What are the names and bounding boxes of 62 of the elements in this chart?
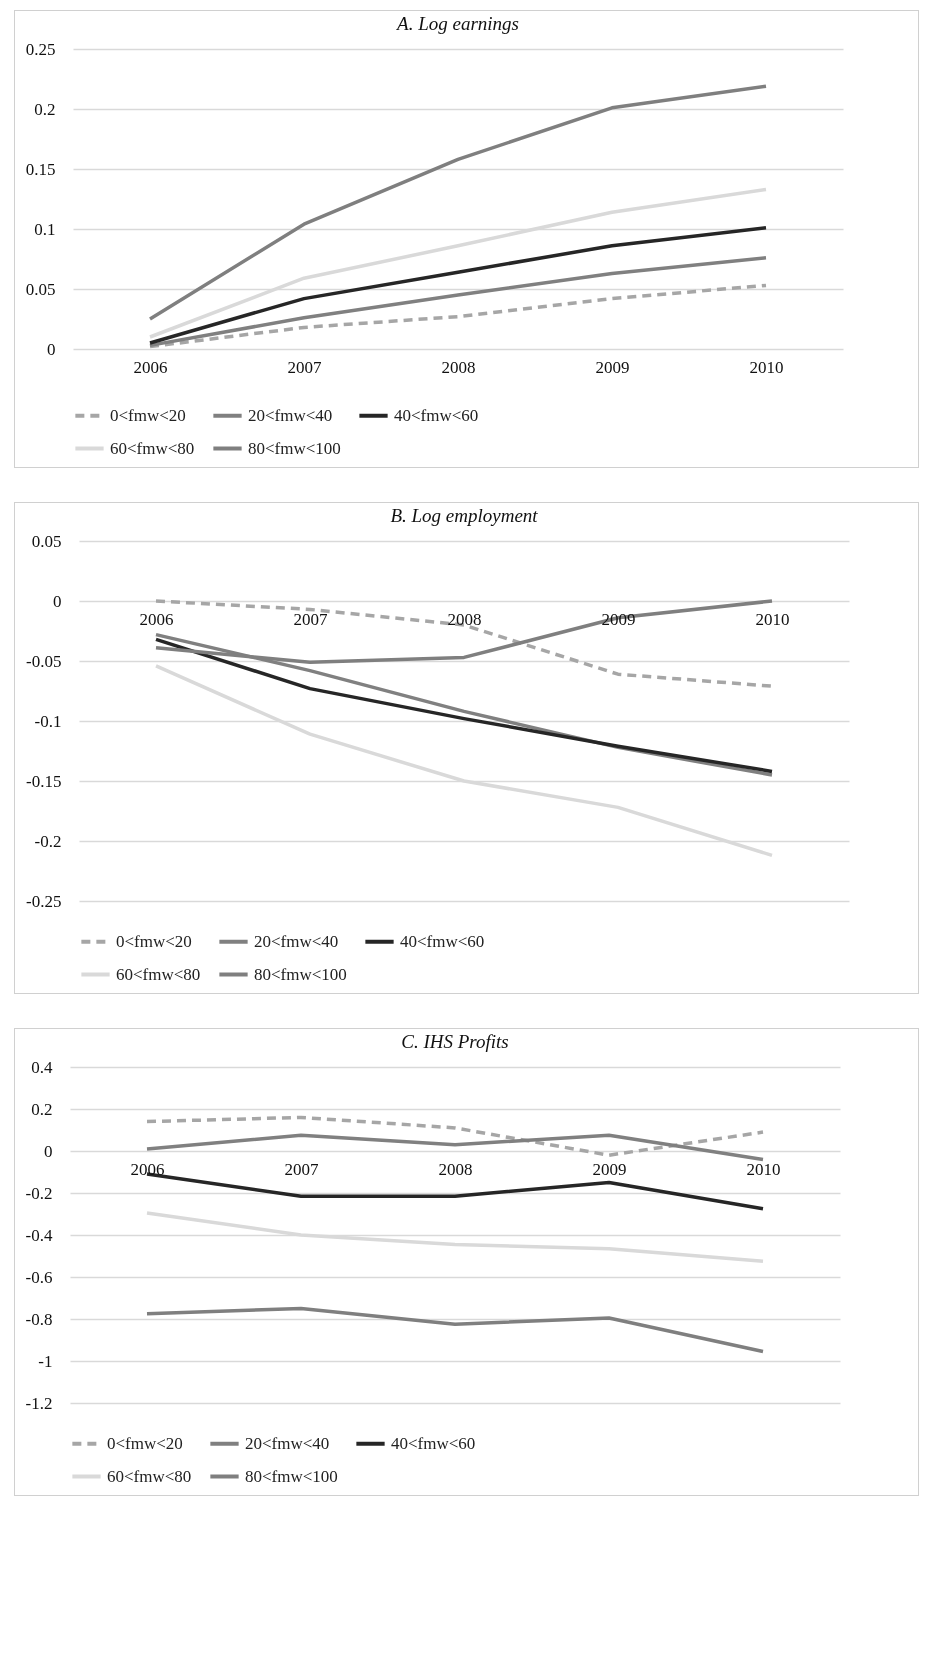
x-tick-label: 2009 — [601, 609, 636, 629]
x-tick-label: 2008 — [447, 609, 482, 629]
y-tick-label: 0.25 — [25, 39, 56, 59]
legend-label: 80<fmw<100 — [248, 438, 341, 458]
legend-label: 40<fmw<60 — [394, 405, 479, 425]
x-tick-label: 2010 — [749, 357, 784, 377]
legend-label: 0<fmw<20 — [107, 1433, 183, 1453]
legend-label: 80<fmw<100 — [245, 1466, 338, 1486]
y-tick-label: 0 — [44, 1141, 53, 1161]
chart-title: C. IHS Profits — [401, 1031, 509, 1052]
y-tick-label: -0.25 — [26, 891, 62, 911]
y-tick-label: -0.8 — [25, 1309, 53, 1329]
y-tick-label: -1 — [38, 1351, 53, 1371]
x-tick-label: 2006 — [139, 609, 174, 629]
line-series — [145, 1133, 765, 1162]
y-tick-label: -1.2 — [25, 1393, 53, 1413]
y-tick-label: -0.2 — [25, 1183, 53, 1203]
legend-label: 20<fmw<40 — [245, 1433, 330, 1453]
y-tick-label: 0.2 — [31, 1099, 53, 1119]
line-series — [148, 256, 768, 348]
y-tick-label: 0.15 — [25, 159, 56, 179]
chart-title: B. Log employment — [390, 505, 539, 526]
x-tick-label: 2008 — [438, 1159, 473, 1179]
y-tick-label: 0 — [47, 339, 56, 359]
legend-label: 0<fmw<20 — [116, 931, 192, 951]
y-tick-label: -0.1 — [34, 711, 62, 731]
x-tick-label: 2010 — [755, 609, 790, 629]
x-tick-label: 2007 — [284, 1159, 319, 1179]
legend-label: 0<fmw<20 — [110, 405, 186, 425]
y-tick-label: 0.4 — [31, 1057, 53, 1077]
x-tick-label: 2009 — [592, 1159, 627, 1179]
legend-label: 60<fmw<80 — [110, 438, 195, 458]
line-series — [145, 1306, 765, 1354]
line-series — [148, 226, 768, 345]
line-series — [148, 84, 768, 321]
x-tick-label: 2006 — [130, 1159, 165, 1179]
legend-label: 60<fmw<80 — [116, 964, 201, 984]
chart-title: A. Log earnings — [395, 13, 519, 34]
y-tick-label: -0.2 — [34, 831, 62, 851]
x-tick-label: 2008 — [441, 357, 476, 377]
legend-label: 40<fmw<60 — [400, 931, 485, 951]
y-tick-label: -0.15 — [26, 771, 62, 791]
legend-label: 20<fmw<40 — [248, 405, 333, 425]
line-series — [148, 283, 768, 349]
x-tick-label: 2010 — [746, 1159, 781, 1179]
legend-label: 60<fmw<80 — [107, 1466, 192, 1486]
x-tick-label: 2006 — [133, 357, 168, 377]
y-tick-label: 0 — [53, 591, 62, 611]
y-tick-label: -0.6 — [25, 1267, 53, 1287]
y-tick-label: 0.05 — [25, 279, 56, 299]
legend-label: 80<fmw<100 — [254, 964, 347, 984]
y-tick-label: 0.2 — [34, 99, 56, 119]
y-tick-label: 0.05 — [31, 531, 62, 551]
x-tick-label: 2007 — [287, 357, 322, 377]
y-tick-label: -0.05 — [26, 651, 62, 671]
x-tick-label: 2009 — [595, 357, 630, 377]
y-tick-label: -0.4 — [25, 1225, 53, 1245]
legend-label: 40<fmw<60 — [391, 1433, 476, 1453]
y-tick-label: 0.1 — [34, 219, 56, 239]
legend-label: 20<fmw<40 — [254, 931, 339, 951]
line-series — [145, 1115, 765, 1157]
x-tick-label: 2007 — [293, 609, 328, 629]
